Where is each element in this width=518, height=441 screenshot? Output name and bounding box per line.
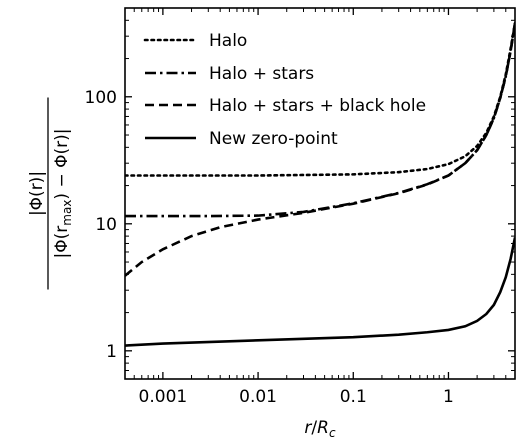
y-tick-label: 100 <box>85 88 117 108</box>
y-axis-label-numerator: |Φ(r)| <box>27 171 47 216</box>
x-tick-label: 0.01 <box>239 387 277 407</box>
plot-frame <box>124 7 516 380</box>
y-tick-label: 10 <box>95 215 117 235</box>
y-axis-label-denominator: |Φ(rmax) − Φ(r)| <box>52 129 74 259</box>
legend-label-0: Halo <box>209 31 247 51</box>
x-axis-label-sub: c <box>329 426 336 440</box>
y-axis-label-den-sub: max <box>60 200 74 226</box>
y-tick-label: 1 <box>106 342 117 362</box>
series-line-1 <box>125 22 515 218</box>
x-axis-label-sym: R <box>317 418 329 438</box>
x-tick-label: 0.001 <box>139 387 188 407</box>
series-line-3 <box>125 237 515 347</box>
y-axis-label-den-post: ) − Φ(r)| <box>52 129 72 200</box>
legend-label-1: Halo + stars <box>209 64 314 84</box>
x-axis-label: r/Rc <box>304 418 336 440</box>
y-axis-label: |Φ(r)| |Φ(rmax) − Φ(r)| <box>27 97 74 290</box>
legend: Halo Halo + stars Halo + stars + black hol… <box>143 31 426 149</box>
legend-label-3: New zero-point <box>209 129 338 149</box>
y-axis-label-den-pre: |Φ(r <box>52 226 72 259</box>
x-tick-label: 0.1 <box>340 387 367 407</box>
series-layer <box>125 21 515 347</box>
series-line-2 <box>125 22 515 277</box>
legend-label-2: Halo + stars + black hole <box>209 96 426 116</box>
x-axis-label-sep: / <box>311 418 317 438</box>
x-axis-label-var: r <box>304 418 312 438</box>
x-tick-label: 1 <box>443 387 454 407</box>
